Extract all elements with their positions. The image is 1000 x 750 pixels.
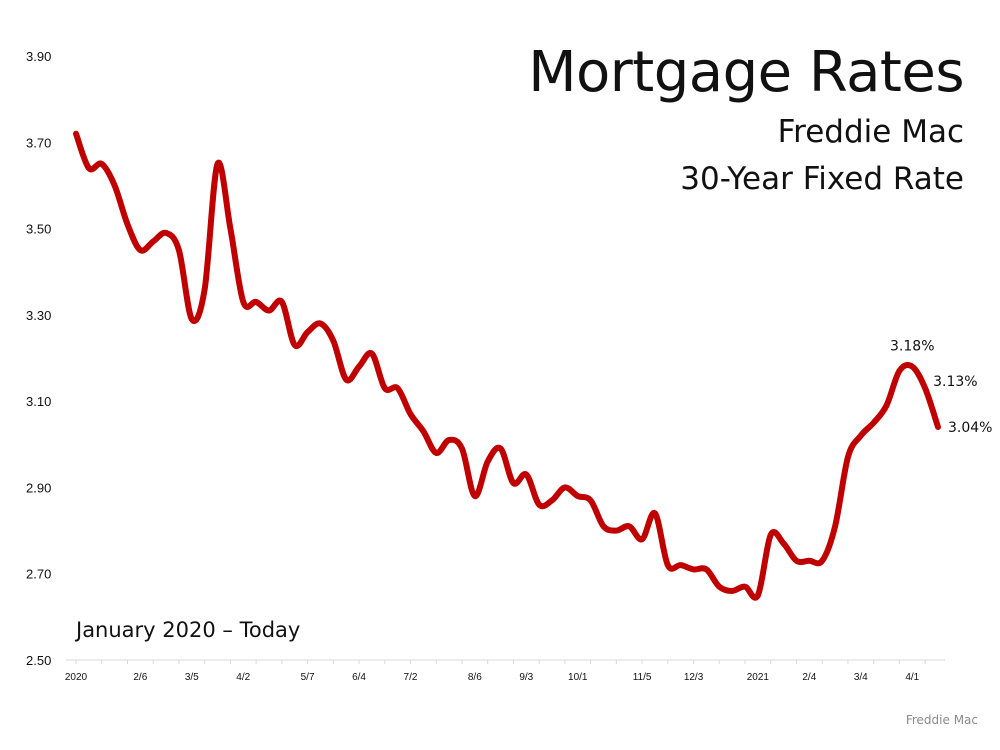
x-tick-label: 10/1 <box>568 672 588 683</box>
y-axis: 2.50 2.70 2.90 3.10 3.30 3.50 3.70 3.90 <box>26 49 51 668</box>
y-tick-label: 2.70 <box>26 567 51 582</box>
x-tick-label: 7/2 <box>404 672 418 683</box>
x-tick-label: 2/4 <box>802 672 816 683</box>
x-tick-label: 6/4 <box>352 672 366 683</box>
y-tick-label: 3.10 <box>26 394 51 409</box>
y-tick-label: 3.90 <box>26 49 51 64</box>
chart-subtitle-source: Freddie Mac <box>777 114 964 150</box>
annotations-layer: 3.18% 3.13% 3.04% <box>890 339 992 436</box>
y-tick-label: 3.30 <box>26 308 51 323</box>
chart-subtitle-product: 30-Year Fixed Rate <box>680 161 964 197</box>
x-tick-label: 4/1 <box>905 672 919 683</box>
x-tick-label: 3/5 <box>185 672 199 683</box>
y-tick-label: 2.50 <box>26 653 51 668</box>
x-tick-label: 12/3 <box>684 672 704 683</box>
x-tick-label: 2021 <box>747 672 770 683</box>
x-tick-label: 4/2 <box>236 672 250 683</box>
x-axis: 2020 2/6 3/5 4/2 5/7 6/4 7/2 8/6 9/3 10/1 11/5 12/3… <box>65 659 945 683</box>
x-tick-label: 11/5 <box>633 672 652 683</box>
source-credit: Freddie Mac <box>905 713 978 727</box>
chart-title: Mortgage Rates <box>528 40 964 105</box>
x-tick-label: 2020 <box>65 672 88 683</box>
data-label: 3.18% <box>890 339 934 355</box>
y-tick-label: 3.70 <box>26 135 51 150</box>
x-tick-label: 8/6 <box>468 672 482 683</box>
data-label: 3.04% <box>948 420 992 436</box>
y-tick-label: 3.50 <box>26 222 51 237</box>
date-range-note: January 2020 – Today <box>76 618 301 642</box>
data-label: 3.13% <box>933 374 977 390</box>
series-line-30-year-fixed <box>73 130 941 601</box>
y-tick-label: 2.90 <box>26 480 51 495</box>
x-tick-label: 9/3 <box>519 672 533 683</box>
series-layer <box>73 130 941 601</box>
x-tick-label: 3/4 <box>854 672 868 683</box>
x-tick-label: 5/7 <box>301 672 315 683</box>
x-tick-label: 2/6 <box>133 672 147 683</box>
